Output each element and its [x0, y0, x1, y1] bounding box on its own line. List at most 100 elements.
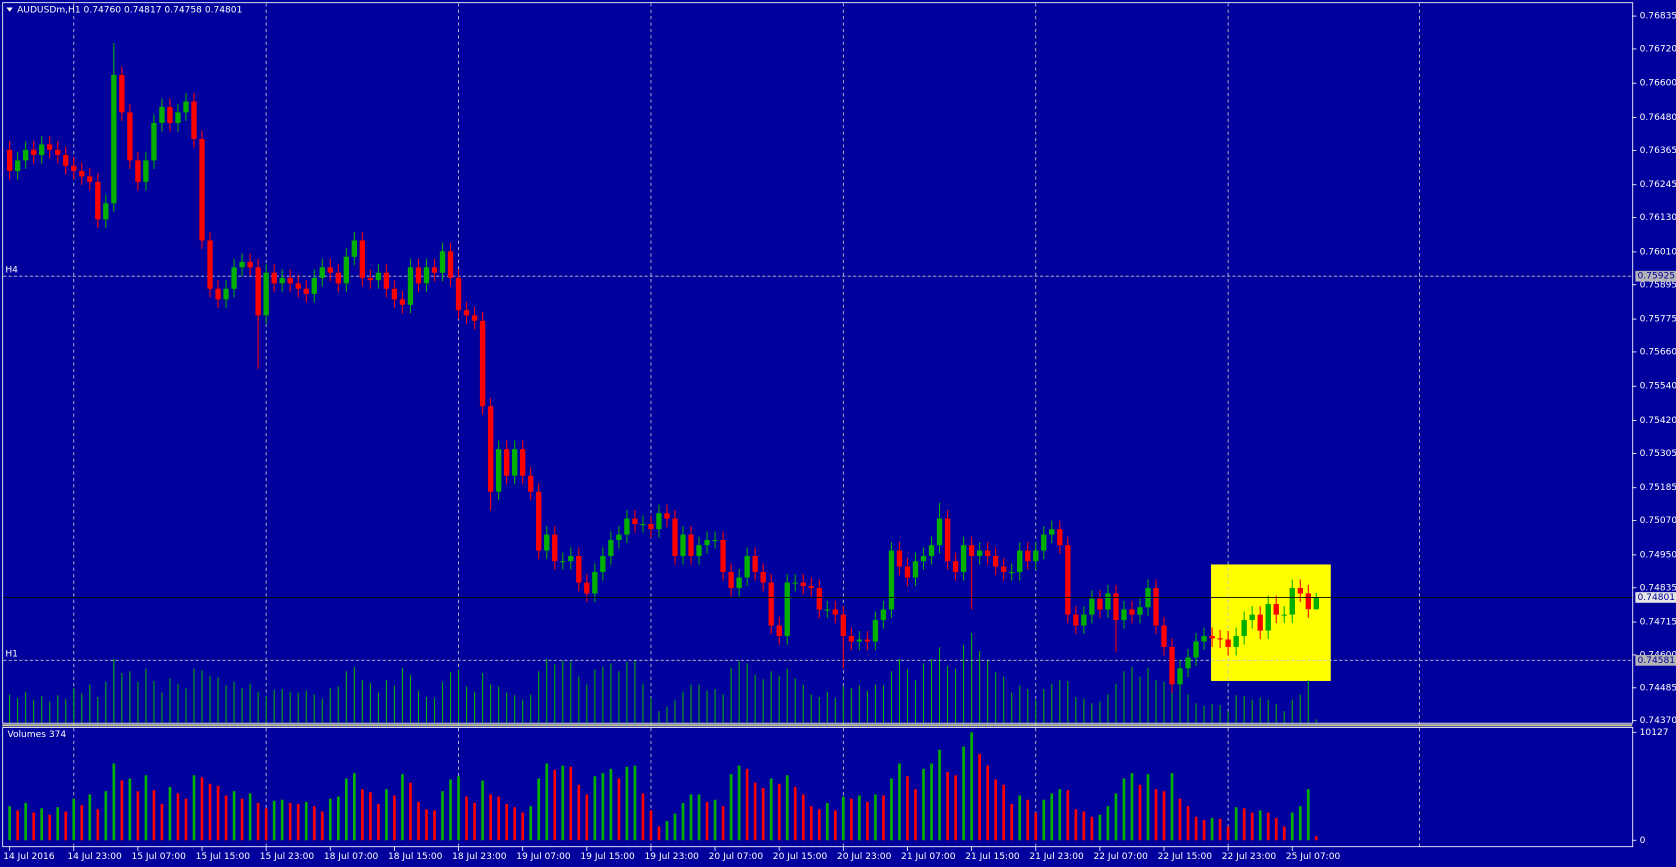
y-tick-label: 0.74485 [1640, 683, 1676, 693]
candle-body [1289, 588, 1295, 615]
candle-body [816, 588, 822, 610]
candle-body [1073, 614, 1079, 626]
candle-body [888, 550, 895, 610]
x-tick-label: 22 Jul 23:00 [1222, 852, 1277, 862]
candle-body [1233, 636, 1239, 647]
level-name: H4 [5, 265, 18, 275]
candle-body [696, 545, 702, 557]
candle-body [47, 144, 53, 150]
volume-tick-label: 0 [1640, 836, 1646, 846]
candle-body [159, 106, 165, 123]
y-tick-label: 0.74370 [1640, 716, 1676, 726]
candle-body [752, 556, 758, 573]
candle-body [1297, 588, 1303, 594]
candle-body [1113, 593, 1119, 621]
x-tick-label: 15 Jul 07:00 [131, 852, 186, 862]
candle-body [840, 614, 847, 637]
candle-body [303, 288, 309, 294]
candle-body [1137, 607, 1143, 615]
candle-body [1017, 550, 1023, 573]
candle-body [688, 534, 694, 557]
x-tick-label: 22 Jul 07:00 [1093, 852, 1148, 862]
candle-body [255, 267, 261, 316]
volume-frame [2, 727, 1634, 848]
x-tick-label: 18 Jul 07:00 [324, 852, 379, 862]
candle-body [295, 283, 301, 289]
candle-body [672, 518, 678, 557]
candle-body [1249, 614, 1255, 621]
candle-body [343, 256, 349, 284]
candle-body [55, 149, 61, 155]
x-tick-label: 15 Jul 15:00 [196, 852, 251, 862]
candle-body [928, 545, 935, 557]
candle-body [648, 524, 654, 530]
candle-body [71, 165, 77, 171]
candle-body [1305, 593, 1311, 610]
candle-body [1225, 639, 1231, 647]
candle-body [359, 240, 366, 278]
candle-body [311, 277, 317, 294]
chart-title: AUDUSDm,H1 0.74760 0.74817 0.74758 0.748… [17, 6, 242, 16]
candle-body [271, 272, 277, 284]
candle-body [784, 582, 790, 637]
y-tick-label: 0.75660 [1640, 347, 1676, 357]
candle-body [1273, 604, 1279, 615]
candle-body [487, 406, 494, 492]
candle-body [79, 170, 85, 177]
candle-body [103, 203, 109, 220]
candle-body [776, 625, 782, 637]
candle-body [896, 550, 903, 567]
level-name: H1 [5, 649, 18, 659]
candle-body [560, 561, 566, 563]
last-price-box [1635, 592, 1676, 603]
candle-body [511, 449, 518, 476]
candle-body [664, 513, 670, 519]
candle-body [528, 475, 534, 492]
x-tick-label: 20 Jul 15:00 [773, 852, 828, 862]
candle-body [736, 577, 742, 589]
menu-arrow[interactable] [6, 7, 13, 12]
candle-body [503, 449, 510, 476]
candle-body [704, 540, 710, 546]
candle-body [1057, 529, 1063, 546]
x-tick-label: 20 Jul 07:00 [709, 852, 764, 862]
candle-body [183, 101, 189, 113]
candle-body [1001, 566, 1007, 573]
candle-body [792, 582, 798, 584]
candle-body [720, 540, 726, 573]
candle-body [151, 122, 157, 161]
candle-body [872, 620, 879, 642]
candle-body [1241, 620, 1247, 637]
candle-body [479, 320, 486, 407]
candle-body [904, 566, 911, 578]
candle-body [1209, 636, 1215, 639]
x-tick-label: 19 Jul 23:00 [645, 852, 700, 862]
y-tick-label: 0.76835 [1640, 12, 1676, 22]
candle-body [143, 160, 149, 182]
y-tick-label: 0.74950 [1640, 550, 1676, 560]
candle-body [1033, 550, 1039, 562]
candle-body [968, 545, 975, 557]
candle-body [215, 288, 221, 300]
x-tick-label: 14 Jul 2016 [3, 852, 55, 862]
candle-body [391, 288, 398, 300]
candle-body [1201, 636, 1207, 642]
candle-body [1193, 641, 1199, 658]
candle-body [1025, 550, 1031, 562]
candle-body [728, 572, 734, 589]
level-price-box [1635, 655, 1676, 666]
candle-body [6, 149, 13, 171]
candle-body [319, 267, 325, 278]
candle-body [640, 524, 646, 526]
y-tick-label: 0.76010 [1640, 247, 1676, 257]
candle-body [768, 582, 774, 626]
y-tick-label: 0.75775 [1640, 315, 1676, 325]
y-tick-label: 0.74835 [1640, 583, 1676, 593]
candle-body [536, 491, 542, 551]
volume-tick-label: 10127 [1640, 728, 1669, 738]
y-tick-label: 0.76720 [1640, 44, 1676, 54]
candle-body [39, 144, 45, 155]
candle-body [439, 251, 446, 273]
